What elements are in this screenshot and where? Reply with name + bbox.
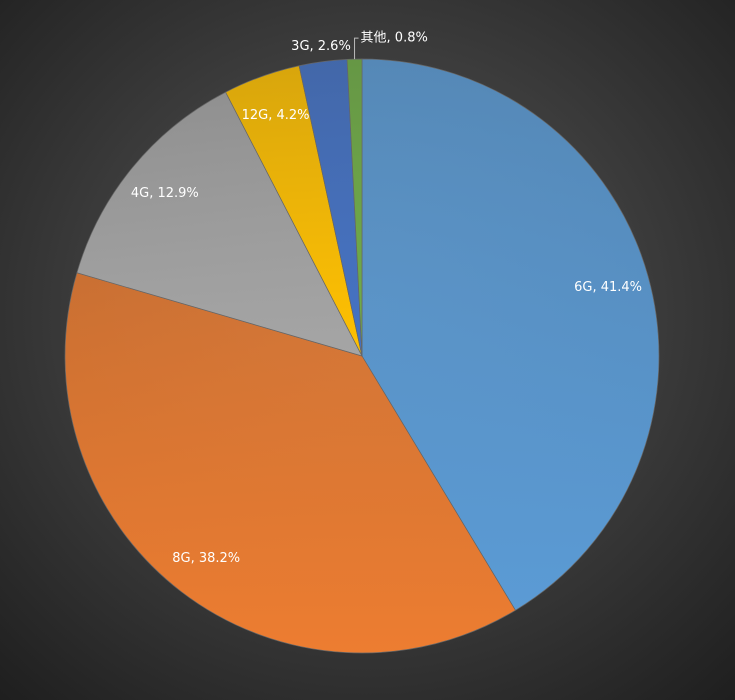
leader-line <box>354 37 359 60</box>
pie-slice <box>76 91 363 357</box>
data-label: 6G, 41.4% <box>574 280 642 295</box>
data-label: 8G, 38.2% <box>172 551 240 566</box>
data-label: 其他, 0.8% <box>361 31 428 46</box>
data-label: 3G, 2.6% <box>291 39 351 54</box>
data-label: 4G, 12.9% <box>131 186 199 201</box>
data-label: 12G, 4.2% <box>242 108 310 123</box>
pie-slice <box>361 58 660 611</box>
pie-slice <box>64 272 516 654</box>
pie-slice <box>346 58 363 357</box>
